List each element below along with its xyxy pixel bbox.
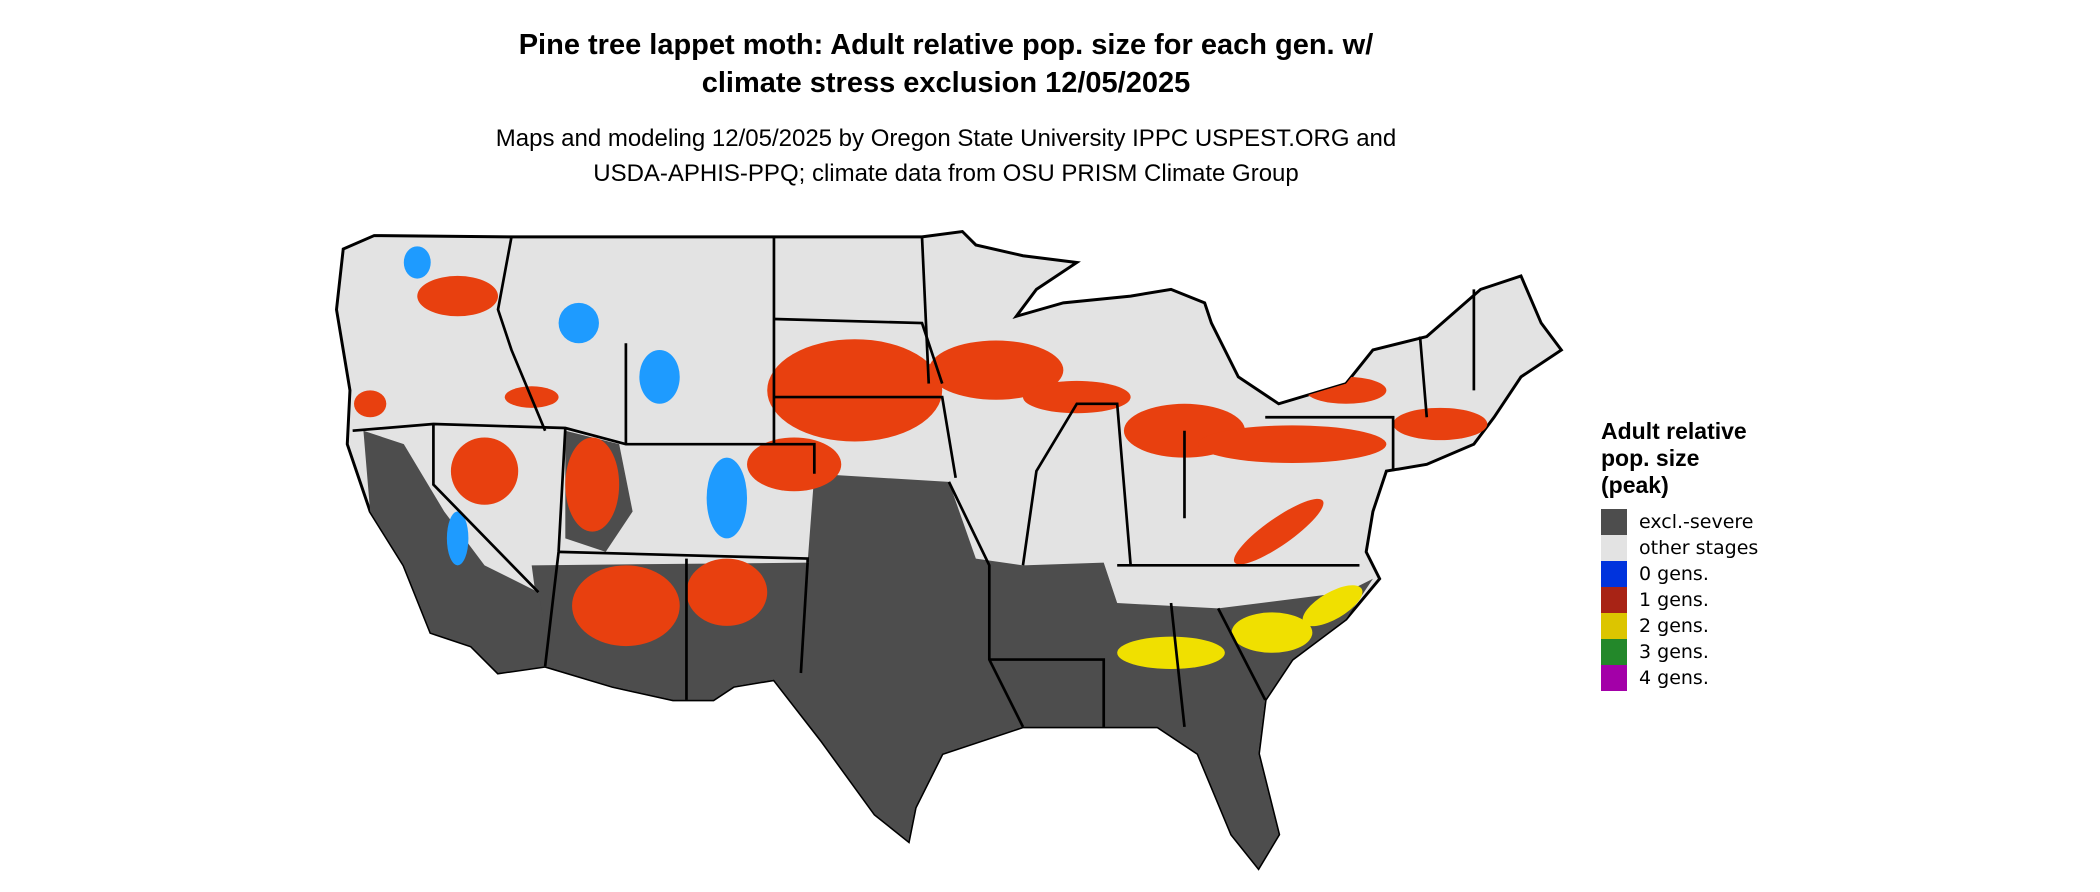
legend-title: Adult relative pop. size (peak) bbox=[1601, 418, 1758, 499]
legend-swatch bbox=[1601, 587, 1627, 613]
legend-title-line: (peak) bbox=[1601, 472, 1669, 498]
legend-title-line: Adult relative bbox=[1601, 418, 1747, 444]
legend-label: excl.-severe bbox=[1639, 511, 1754, 533]
legend-title-line: pop. size bbox=[1601, 445, 1700, 471]
legend-item: 3 gens. bbox=[1601, 639, 1758, 665]
two-gen-areas bbox=[763, 585, 1363, 735]
map-title-line-1: Pine tree lappet moth: Adult relative po… bbox=[518, 29, 1374, 61]
legend-label: other stages bbox=[1639, 537, 1759, 559]
legend-swatch bbox=[1601, 613, 1627, 639]
state-borders bbox=[352, 236, 1476, 728]
zero-gen-areas bbox=[403, 246, 748, 566]
legend-label: 3 gens. bbox=[1639, 641, 1709, 663]
legend-label: 1 gens. bbox=[1639, 589, 1709, 611]
legend-item: 0 gens. bbox=[1601, 561, 1758, 587]
legend-swatch bbox=[1601, 639, 1627, 665]
legend-item: other stages bbox=[1601, 535, 1758, 561]
legend: Adult relative pop. size (peak) excl.-se… bbox=[1601, 418, 1758, 691]
subtitle-line-2: USDA-APHIS-PPQ; climate data from OSU PR… bbox=[593, 160, 1299, 187]
subtitle-line-1: Maps and modeling 12/05/2025 by Oregon S… bbox=[495, 125, 1397, 152]
legend-swatch bbox=[1601, 561, 1627, 587]
legend-swatch bbox=[1601, 665, 1627, 691]
legend-item: 1 gens. bbox=[1601, 587, 1758, 613]
legend-label: 0 gens. bbox=[1639, 563, 1709, 585]
legend-swatch bbox=[1601, 509, 1627, 535]
legend-label: 2 gens. bbox=[1639, 615, 1709, 637]
map-title-line-2: climate stress exclusion 12/05/2025 bbox=[701, 67, 1191, 99]
legend-item: 4 gens. bbox=[1601, 665, 1758, 691]
legend-item: 2 gens. bbox=[1601, 613, 1758, 639]
legend-item: excl.-severe bbox=[1601, 509, 1758, 535]
legend-label: 4 gens. bbox=[1639, 667, 1709, 689]
legend-swatch bbox=[1601, 535, 1627, 561]
